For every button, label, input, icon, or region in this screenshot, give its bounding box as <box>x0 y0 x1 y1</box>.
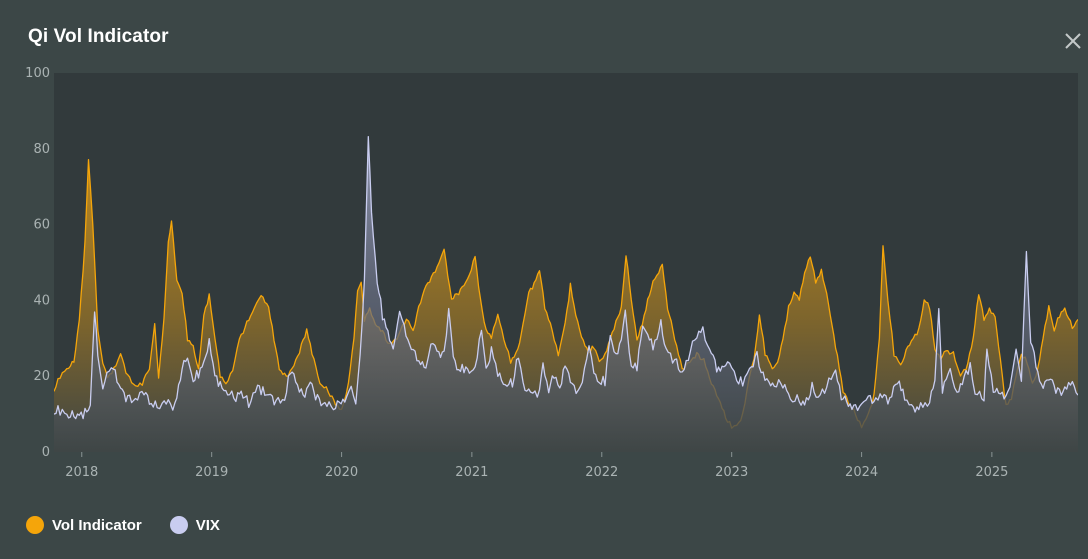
chart-legend: Vol Indicator VIX <box>26 514 248 536</box>
y-tick-label: 0 <box>42 445 50 460</box>
x-axis: 2018 2019 2020 2021 2022 2023 2024 2025 <box>65 452 1008 480</box>
series-area-vol-indicator <box>54 159 1078 452</box>
legend-item-vol-indicator[interactable]: Vol Indicator <box>26 516 142 534</box>
y-tick-label: 40 <box>33 293 50 308</box>
legend-label-vol-indicator: Vol Indicator <box>52 516 142 534</box>
series-area-vix <box>54 136 1078 452</box>
y-tick-label: 80 <box>33 142 50 157</box>
x-tick-label: 2023 <box>715 465 748 480</box>
y-axis: 0 20 40 60 80 100 <box>25 66 50 460</box>
series-line-vix <box>54 136 1078 420</box>
legend-swatch-vix <box>169 516 188 534</box>
x-tick-label: 2025 <box>975 465 1008 480</box>
y-tick-label: 20 <box>33 369 50 384</box>
series-layer <box>54 136 1078 452</box>
y-tick-label: 100 <box>25 66 50 81</box>
x-tick-label: 2018 <box>65 465 98 480</box>
x-tick-label: 2024 <box>845 465 878 480</box>
legend-swatch-vol-indicator <box>26 516 44 534</box>
close-icon[interactable] <box>1060 28 1086 54</box>
y-tick-label: 60 <box>33 218 50 233</box>
x-tick-label: 2020 <box>325 465 358 480</box>
panel-title: Qi Vol Indicator <box>28 26 169 47</box>
x-tick-label: 2019 <box>195 465 228 480</box>
legend-item-vix[interactable]: VIX <box>169 516 220 534</box>
legend-label-vix: VIX <box>195 516 220 534</box>
vol-chart: 0 20 40 60 80 100 2018 2019 2020 2021 2022 2023 202… <box>25 66 1078 480</box>
series-line-vol-indicator <box>54 158 1078 429</box>
x-tick-label: 2022 <box>585 465 618 480</box>
x-tick-label: 2021 <box>455 465 488 480</box>
